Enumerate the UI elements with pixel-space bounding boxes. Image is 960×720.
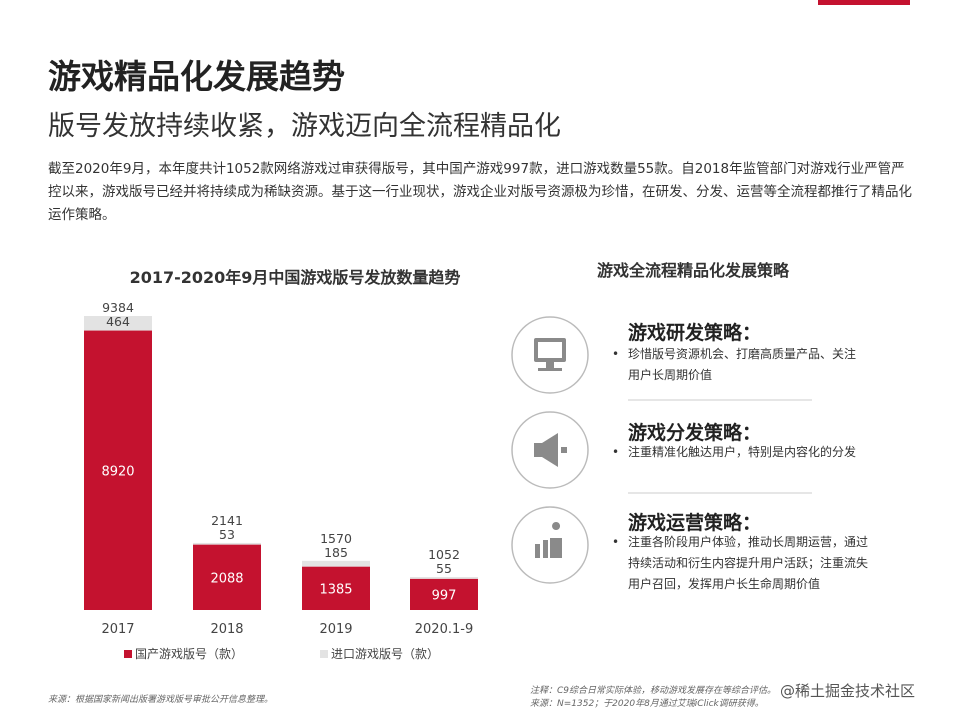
strategy-bullet: • 注重精准化触达用户，特别是内容化的分发: [612, 445, 857, 459]
value-label: 53: [219, 527, 235, 542]
bar-segment: [84, 330, 152, 610]
accent-bar: [818, 0, 910, 5]
value-label: 997: [432, 588, 457, 603]
value-label: 8920: [101, 464, 134, 479]
bar-segment: [193, 544, 261, 610]
bar-segment: [410, 578, 478, 610]
bar-segment: [302, 566, 370, 610]
legend-swatch: [320, 650, 328, 658]
legend-swatch: [124, 650, 132, 658]
paragraph: 截至2020年9月，本年度共计1052款网络游戏过审获得版号，其中国产游戏997…: [48, 161, 912, 223]
total-label: 2141: [211, 513, 243, 528]
x-tick-label: 2018: [210, 622, 243, 637]
x-tick-label: 2020.1-9: [415, 622, 473, 637]
note: 来源：N=1352；于2020年8月通过艾瑞iClick调研获得。: [530, 699, 764, 709]
strategy-item-title: 游戏运营策略：: [628, 512, 762, 534]
strategy-bullet: • 珍惜版号资源机会、打磨高质量产品、关注用户长周期价值: [612, 347, 857, 382]
x-tick-label: 2019: [319, 622, 352, 637]
title: 游戏精品化发展趋势: [48, 57, 345, 96]
x-tick-label: 2017: [101, 622, 134, 637]
value-label: 1385: [319, 582, 352, 597]
legend-label: 进口游戏版号（款）: [331, 647, 439, 661]
chart-title: 2017-2020年9月中国游戏版号发放数量趋势: [129, 268, 461, 287]
icons: [511, 316, 812, 584]
icon-shapes: [534, 338, 567, 558]
bullet-text: 注重精准化触达用户，特别是内容化的分发: [628, 445, 857, 459]
bar-segment: [84, 316, 152, 331]
total-label: 1570: [320, 531, 352, 546]
strategy-item-title: 游戏分发策略：: [628, 422, 762, 444]
total-label: 1052: [428, 547, 460, 562]
total-label: 9384: [102, 300, 134, 315]
watermark: @稀土掘金技术社区: [780, 682, 916, 700]
bar-segment: [410, 577, 478, 579]
legend-label: 国产游戏版号（款）: [135, 647, 243, 661]
source: 来源：根据国家新闻出版署游戏版号审批公开信息整理。: [48, 695, 274, 705]
strategy-item-title: 游戏研发策略：: [628, 322, 762, 344]
value-label: 185: [324, 545, 348, 560]
bullet-text: 珍惜版号资源机会、打磨高质量产品、关注用户长周期价值: [628, 347, 857, 382]
value-label: 2088: [210, 571, 243, 586]
value-label: 55: [436, 561, 452, 576]
bar-segment: [193, 542, 261, 545]
bar-segment: [302, 560, 370, 567]
bullet-text: 注重各阶段用户体验，推动长周期运营，通过持续活动和衍生内容提升用户活跃；注重流失…: [628, 535, 869, 591]
subtitle: 版号发放持续收紧，游戏迈向全流程精品化: [48, 111, 561, 142]
note: 注释：C9综合日常实际体验，移动游戏发展存在等综合评估。: [530, 686, 777, 696]
strategy-bullet: • 注重各阶段用户体验，推动长周期运营，通过持续活动和衍生内容提升用户活跃；注重流…: [612, 535, 869, 591]
strategy-title: 游戏全流程精品化发展策略: [596, 261, 789, 280]
value-label: 464: [106, 314, 130, 329]
